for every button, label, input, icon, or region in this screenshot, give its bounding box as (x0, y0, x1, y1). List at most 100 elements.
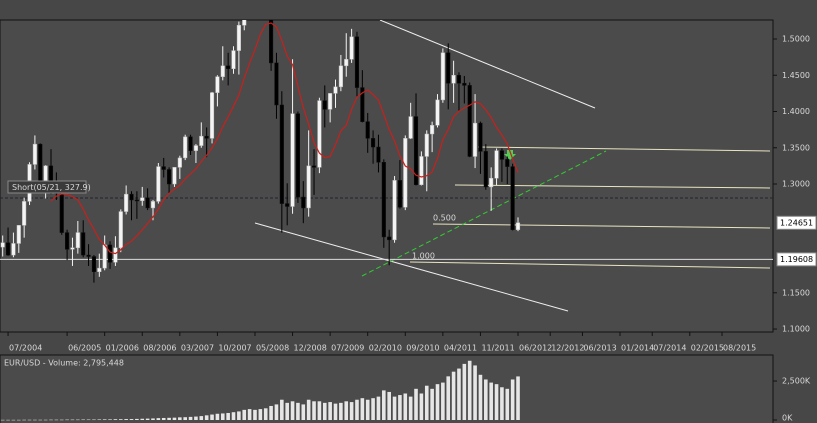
volume-bar (414, 388, 418, 420)
candle-body (446, 52, 451, 84)
x-tick-label: 09/2010 (406, 344, 439, 353)
volume-bar (231, 412, 236, 420)
candle-body (220, 65, 225, 77)
candle-body (140, 197, 145, 201)
volume-bar (145, 418, 150, 420)
volume-bar (242, 409, 247, 420)
x-tick-label: 02/2010 (369, 344, 402, 353)
volume-bar (333, 403, 338, 420)
candle-body (376, 146, 381, 163)
candle-body (424, 133, 429, 157)
candle-body (134, 199, 139, 202)
candle-body (86, 254, 91, 257)
volume-bar (489, 382, 493, 420)
volume-panel (0, 354, 774, 423)
x-tick-label: 02/2015 (691, 344, 724, 353)
x-tick-label: 12/2008 (294, 344, 327, 353)
x-tick-label: 06/2005 (68, 344, 101, 353)
candle-body (295, 113, 300, 198)
candle-body (209, 92, 215, 139)
volume-bar (301, 404, 306, 420)
volume-bar (247, 409, 252, 420)
price-badge (776, 215, 817, 230)
candle-body (43, 165, 48, 182)
candle-body (215, 76, 220, 93)
candle-body (301, 196, 306, 209)
volume-bar (274, 404, 279, 420)
volume-bar (54, 419, 59, 421)
volume-bar (253, 409, 257, 420)
volume-bar (156, 418, 161, 420)
y-tick-label: 1.3000 (782, 180, 810, 189)
volume-bar (387, 391, 391, 420)
candle-body (269, 20, 274, 64)
volume-bar (408, 396, 413, 420)
candle-body (107, 244, 113, 263)
volume-bar (269, 405, 273, 420)
volume-bar (140, 418, 145, 420)
candle-body (349, 36, 354, 60)
volume-bar (43, 419, 48, 421)
volume-bar (188, 416, 193, 420)
candle-body (279, 104, 284, 204)
candle-body (156, 166, 161, 202)
volume-bar (371, 398, 375, 420)
candle-body (354, 36, 360, 88)
volume-bar (172, 417, 177, 420)
volume-bar (237, 411, 241, 420)
volume-bar (349, 402, 354, 420)
volume-bar (92, 419, 96, 421)
volume-bar (473, 365, 477, 420)
volume-bar (505, 388, 510, 420)
candle-body (489, 177, 494, 188)
trendline (254, 222, 569, 312)
volume-bar (365, 399, 370, 420)
volume-bar (457, 368, 461, 420)
volume-bar (199, 416, 204, 420)
fib-line (454, 184, 771, 189)
x-tick-label: 05/2008 (256, 344, 289, 353)
candle-body (6, 242, 11, 256)
y-tick-label: 1.1000 (782, 325, 810, 334)
candle-body (462, 82, 467, 86)
volume-bar (81, 419, 86, 421)
candle-body (11, 243, 16, 256)
candle-body (317, 100, 322, 168)
x-tick-label: 04/2011 (444, 344, 477, 353)
volume-bar (194, 416, 198, 420)
volume-bar (22, 419, 26, 421)
trendline (379, 20, 596, 109)
x-tick-label: 07/2014 (653, 344, 686, 353)
moving-average (50, 22, 519, 255)
volume-title: EUR/USD - Volume: 2,795,448 (4, 359, 124, 368)
volume-bar (435, 384, 440, 420)
candle-body (183, 136, 188, 159)
volume-bar (167, 417, 171, 420)
volume-bar (27, 419, 32, 421)
volume-bar (328, 402, 332, 420)
volume-bar (118, 419, 123, 420)
x-tick-label: 03/2007 (181, 344, 214, 353)
candle-body (22, 201, 27, 226)
candle-body (306, 165, 311, 209)
price-badge (776, 252, 817, 267)
volume-bar (38, 419, 43, 421)
order-label: Short(05/21, 327.9) (12, 183, 91, 192)
volume-bar (376, 396, 381, 420)
volume-bar (178, 417, 182, 420)
volume-bar (344, 401, 349, 420)
candle-body (274, 62, 279, 106)
fib-label: 0.500 (433, 214, 456, 223)
x-tick-label: 06/2013 (583, 344, 616, 353)
volume-bar (446, 376, 451, 420)
volume-bar (124, 419, 128, 420)
candle-body (515, 222, 521, 230)
fib-line (409, 261, 771, 269)
candle-body (113, 247, 118, 263)
volume-bar (183, 417, 187, 420)
volume-bar (424, 385, 429, 420)
signal-arrow (504, 150, 516, 160)
volume-bar (355, 399, 359, 420)
volume-bar (339, 402, 343, 420)
candle-body (467, 85, 472, 157)
